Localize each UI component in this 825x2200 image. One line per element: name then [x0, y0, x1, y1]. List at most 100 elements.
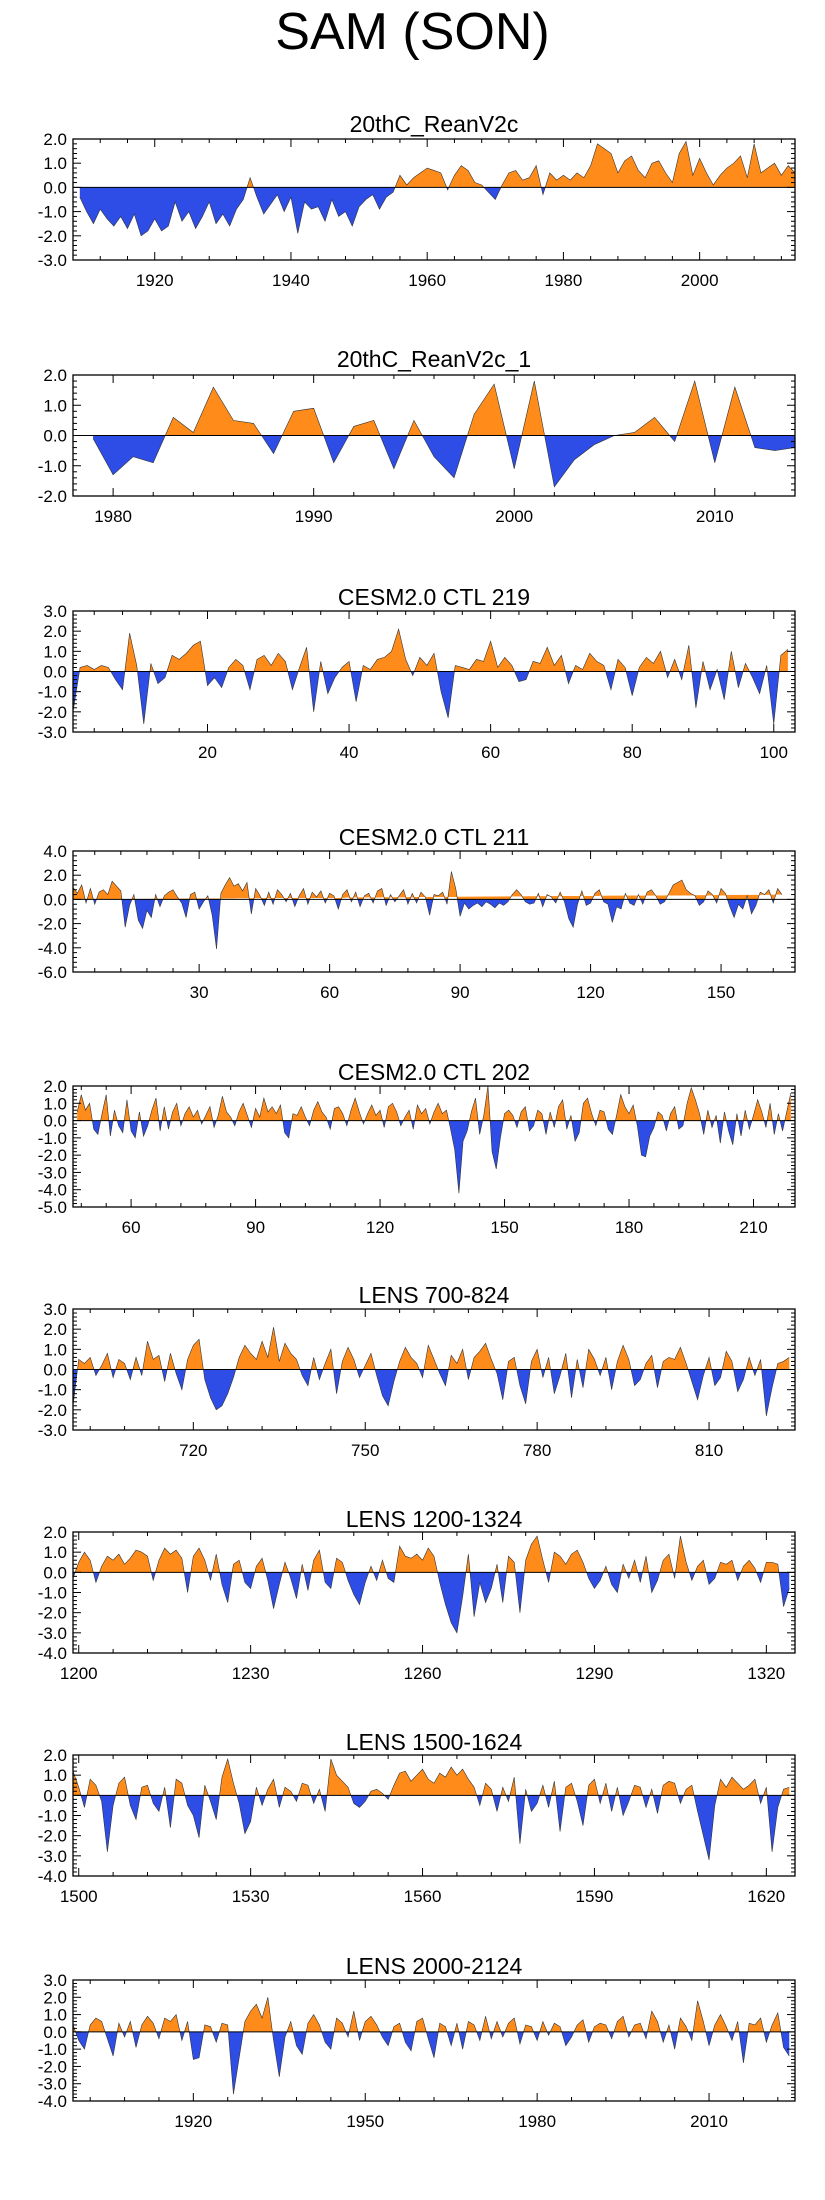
chart-panel-5: CESM2.0 CTL 202 2.01.00.0-1.0-2.0-3.0-4.0…	[38, 1059, 796, 1237]
x-tick-label: 120	[366, 1218, 394, 1237]
chart-panel-7: LENS 1200-13242.01.00.0-1.0-2.0-3.0-4.01…	[38, 1506, 796, 1683]
x-tick-label: 2000	[495, 507, 533, 526]
positive-area	[73, 1536, 790, 1573]
y-tick-label: -1.0	[38, 457, 67, 476]
y-tick-label: -3.0	[38, 251, 67, 270]
plot-frame	[72, 1085, 796, 1208]
chart-title: LENS 700-824	[359, 1282, 510, 1308]
y-tick-label: 2.0	[43, 1988, 67, 2007]
negative-area	[73, 1795, 790, 1860]
x-tick-label: 720	[179, 1441, 207, 1460]
series-line	[92, 379, 796, 488]
y-tick-label: 1.0	[43, 1340, 67, 1359]
x-tick-label: 2010	[690, 2112, 728, 2131]
y-tick-label: 2.0	[43, 1523, 67, 1542]
y-tick-label: 2.0	[43, 1746, 67, 1765]
y-tick-label: 2.0	[43, 1320, 67, 1339]
series-line	[72, 1327, 790, 1416]
y-tick-label: -2.0	[38, 1827, 67, 1846]
chart-title: 20thC_ReanV2c	[350, 111, 519, 137]
y-tick-label: 3.0	[43, 1300, 67, 1319]
x-tick-label: 150	[707, 983, 735, 1002]
series-line	[72, 1757, 790, 1860]
x-tick-label: 2010	[696, 507, 734, 526]
x-tick-label: 1590	[576, 1887, 614, 1906]
y-tick-label: 0.0	[43, 1786, 67, 1805]
x-tick-label: 210	[739, 1218, 767, 1237]
y-tick-label: 0.0	[43, 890, 67, 909]
x-tick-label: 20	[198, 743, 217, 762]
chart-title: CESM2.0 CTL 211	[339, 824, 529, 850]
chart-title: LENS 1200-1324	[346, 1506, 523, 1532]
y-tick-label: -1.0	[38, 203, 67, 222]
x-tick-label: 90	[246, 1218, 265, 1237]
y-tick-label: 0.0	[43, 1112, 67, 1131]
x-tick-label: 1920	[174, 2112, 212, 2131]
plot-frame	[72, 1754, 796, 1877]
y-tick-label: -1.0	[38, 2040, 67, 2059]
x-tick-label: 1980	[545, 271, 583, 290]
y-tick-label: 0.0	[43, 178, 67, 197]
series-line	[72, 1535, 790, 1634]
negative-area	[73, 1369, 790, 1416]
y-tick-label: 2.0	[43, 366, 67, 385]
x-tick-label: 60	[122, 1218, 141, 1237]
y-tick-label: -3.0	[38, 1624, 67, 1643]
chart-title: LENS 2000-2124	[346, 1953, 523, 1979]
y-tick-label: 1.0	[43, 642, 67, 661]
y-tick-label: 0.0	[43, 1563, 67, 1582]
x-tick-label: 1980	[518, 2112, 556, 2131]
y-tick-label: -6.0	[38, 963, 67, 982]
positive-area	[73, 1759, 790, 1796]
y-tick-label: -1.0	[38, 683, 67, 702]
y-tick-label: 1.0	[43, 396, 67, 415]
y-tick-label: 1.0	[43, 2006, 67, 2025]
x-tick-label: 30	[190, 983, 209, 1002]
x-tick-label: 1940	[272, 271, 310, 290]
x-tick-label: 1960	[408, 271, 446, 290]
x-tick-label: 1950	[346, 2112, 384, 2131]
plot-frame	[72, 850, 796, 973]
y-tick-label: 0.0	[43, 2023, 67, 2042]
x-tick-label: 1530	[232, 1887, 270, 1906]
y-tick-label: 1.0	[43, 1543, 67, 1562]
x-tick-label: 120	[576, 983, 604, 1002]
plot-frame	[72, 1531, 796, 1654]
y-tick-label: 1.0	[43, 154, 67, 173]
y-tick-label: -2.0	[38, 487, 67, 506]
y-tick-label: 0.0	[43, 427, 67, 446]
positive-area	[79, 141, 795, 188]
positive-area	[77, 1086, 791, 1121]
negative-area	[79, 187, 795, 236]
x-tick-label: 80	[623, 743, 642, 762]
y-tick-label: -3.0	[38, 2075, 67, 2094]
x-tick-label: 90	[451, 983, 470, 1002]
chart-panel-2: 20thC_ReanV2c_1 2.0 1.0 0.0 -1.0 -2.0 1980 1990…	[38, 346, 796, 526]
x-tick-label: 40	[340, 743, 359, 762]
y-tick-label: 3.0	[43, 602, 67, 621]
y-tick-label: -1.0	[38, 1129, 67, 1148]
x-tick-label: 1290	[576, 1664, 614, 1683]
x-tick-label: 1990	[295, 507, 333, 526]
negative-area	[77, 1120, 791, 1194]
y-tick-label: -1.0	[38, 1807, 67, 1826]
x-tick-label: 180	[615, 1218, 643, 1237]
y-tick-label: -2.0	[38, 2057, 67, 2076]
chart-panel-9: LENS 2000-2124 3.02.01.00.0-1.0-2.0-3.0-4…	[38, 1953, 796, 2131]
chart-title: LENS 1500-1624	[346, 1729, 523, 1755]
y-tick-label: -3.0	[38, 1847, 67, 1866]
y-tick-label: 1.0	[43, 1094, 67, 1113]
y-tick-label: 2.0	[43, 130, 67, 149]
y-tick-label: 4.0	[43, 842, 67, 861]
chart-panel-6: LENS 700-824 3.02.01.0 0.0-1.0-2.0-3.0 720 7…	[38, 1282, 796, 1460]
main-title: SAM (SON)	[275, 3, 550, 61]
y-tick-label: -3.0	[38, 1163, 67, 1182]
x-tick-label: 150	[490, 1218, 518, 1237]
x-tick-label: 1230	[232, 1664, 270, 1683]
positive-area	[73, 871, 782, 900]
y-tick-label: 2.0	[43, 1077, 67, 1096]
x-tick-label: 810	[695, 1441, 723, 1460]
chart-panel-3: CESM2.0 CTL 219 3.02.01.0 0.0-1.0-2.0-3.0 2…	[38, 584, 796, 762]
negative-area	[93, 435, 795, 487]
